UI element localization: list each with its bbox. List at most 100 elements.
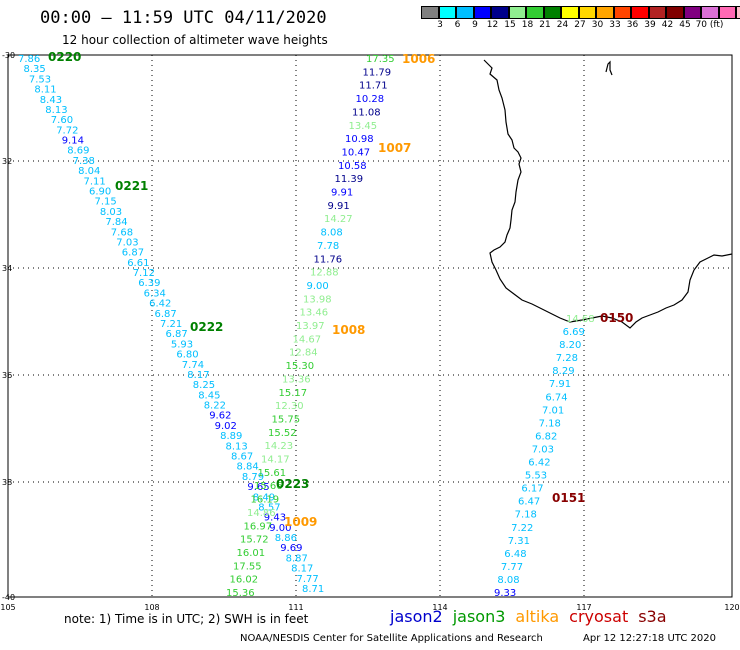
satellite-legend: jason2 jason3 altika cryosat s3a: [390, 607, 677, 626]
track-id: 0151: [552, 491, 585, 505]
swh-value: 6.87: [166, 329, 188, 340]
swh-value: 9.33: [494, 588, 516, 599]
swh-value: 6.42: [149, 299, 171, 310]
swh-value: 11.71: [359, 81, 388, 92]
swh-value: 6.74: [545, 392, 567, 403]
swh-value: 14.23: [265, 441, 294, 452]
page-title: 00:00 – 11:59 UTC 04/11/2020: [40, 8, 327, 28]
legend-swatch: [578, 6, 596, 19]
swh-value: 14.67: [293, 334, 322, 345]
legend-swatch: [473, 6, 491, 19]
swh-value: 8.89: [220, 431, 242, 442]
swh-value: 8.08: [321, 228, 343, 239]
legend-label: 42: [661, 20, 674, 30]
lat-label: 38: [2, 478, 12, 487]
satellite-legend-s3a: s3a: [638, 607, 667, 626]
swh-value: 8.25: [193, 380, 215, 391]
track-id: 0222: [190, 320, 223, 334]
swh-value: 7.53: [29, 74, 51, 85]
satellite-legend-jason3: jason3: [452, 607, 506, 626]
map-frame: [7, 54, 733, 598]
legend-label: 12: [486, 20, 499, 30]
satellite-legend-cryosat: cryosat: [569, 607, 629, 626]
swh-value: 7.84: [105, 217, 127, 228]
legend-swatch: [421, 6, 439, 19]
swh-value: 12.88: [310, 268, 339, 279]
swh-value: 13.98: [303, 294, 332, 305]
satellite-legend-jason2: jason2: [390, 607, 443, 626]
swh-value: 8.84: [237, 462, 259, 473]
swh-value: 15.30: [286, 361, 315, 372]
track-c-labels: 14.68 6.69 8.20 7.28 8.29 7.91 6.74 7.01 7.18 6.8…: [494, 314, 595, 599]
swh-value: 7.18: [539, 418, 561, 429]
legend-swatch: [561, 6, 579, 19]
swh-value: 6.82: [535, 431, 557, 442]
swh-value: 7.01: [542, 405, 564, 416]
legend-label: 3: [437, 20, 443, 30]
swh-value: 6.39: [138, 278, 160, 289]
lat-label: -40: [2, 593, 15, 602]
swh-value: 7.60: [51, 115, 73, 126]
swh-value: 6.80: [176, 350, 198, 361]
swh-value: 7.11: [84, 176, 106, 187]
satellite-legend-altika: altika: [515, 607, 560, 626]
legend-swatch: [736, 6, 740, 19]
swh-value: 9.02: [215, 421, 237, 432]
swh-value: 15.61: [258, 468, 287, 479]
page-subtitle: 12 hour collection of altimeter wave hei…: [62, 33, 328, 47]
coastline-island: [605, 60, 613, 76]
swh-value: 6.69: [563, 327, 585, 338]
swh-value: 9.14: [62, 136, 84, 147]
swh-value: 9.69: [280, 543, 302, 554]
legend-label: 45: [679, 20, 691, 30]
swh-value: 11.76: [314, 254, 343, 265]
swh-value: 8.08: [497, 575, 519, 586]
swh-value: 7.22: [511, 523, 533, 534]
lon-label: 111: [288, 603, 303, 612]
lon-label: 120: [724, 603, 739, 612]
legend-label: 18: [521, 20, 534, 30]
swh-value: 7.12: [133, 268, 155, 279]
swh-value: 7.15: [95, 197, 117, 208]
track-id: 1007: [378, 141, 411, 155]
swh-value: 7.38: [73, 156, 95, 167]
swh-value: 11.79: [363, 67, 392, 78]
legend-swatch: [543, 6, 561, 19]
lat-label: 34: [2, 264, 12, 273]
footer-credit: NOAA/NESDIS Center for Satellite Applica…: [240, 633, 543, 644]
swh-value: 6.17: [521, 484, 543, 495]
legend-swatch: [648, 6, 666, 19]
swh-value: 14.68: [566, 314, 595, 325]
swh-value: 10.58: [338, 161, 367, 172]
swh-value: 8.13: [45, 105, 67, 116]
legend-swatch: [596, 6, 614, 19]
swh-value: 10.28: [356, 94, 385, 105]
swh-value: 6.34: [144, 288, 166, 299]
legend-label: 27: [574, 20, 586, 30]
footer-note: note: 1) Time is in UTC; 2) SWH is in fe…: [64, 612, 309, 626]
track-id: 1009: [284, 515, 317, 529]
swh-value: 7.74: [182, 360, 204, 371]
legend-label: 33: [609, 20, 621, 30]
legend-label: 21: [539, 20, 551, 30]
swh-value: 8.11: [34, 85, 56, 96]
swh-value: 14.17: [261, 455, 290, 466]
swh-value: 8.17: [187, 370, 209, 381]
swh-value: 8.49: [253, 492, 275, 503]
swh-value: 6.42: [528, 458, 550, 469]
swh-value: 6.87: [155, 309, 177, 320]
swh-value: 8.57: [258, 503, 280, 514]
track-id: 0223: [276, 477, 309, 491]
track-id: 1008: [332, 323, 365, 337]
legend-swatch: [438, 6, 456, 19]
track-id: 0150: [600, 311, 633, 325]
legend-swatch: [613, 6, 631, 19]
legend-swatch: [701, 6, 719, 19]
swh-value: 8.87: [286, 553, 308, 564]
legend-swatch: [456, 6, 474, 19]
swh-value: 15.36: [226, 588, 255, 599]
swh-value: 17.55: [233, 561, 262, 572]
swh-value: 15.72: [240, 535, 269, 546]
